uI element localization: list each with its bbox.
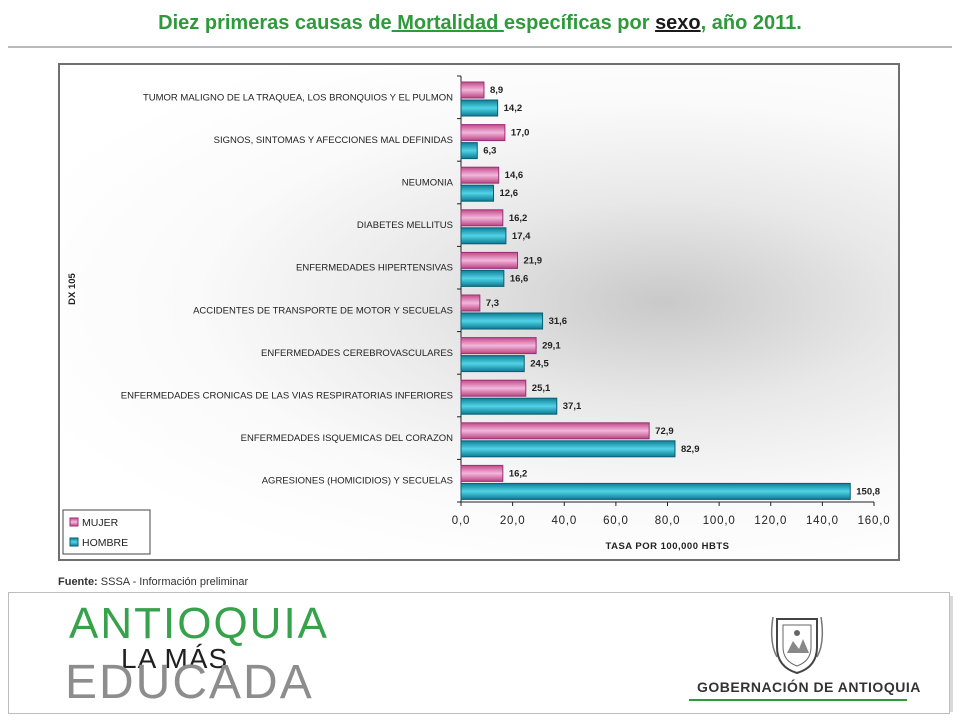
gobernacion-underline bbox=[689, 699, 907, 701]
data-label: 16,2 bbox=[509, 468, 528, 479]
logo-educada: EDUCADA bbox=[65, 656, 314, 709]
data-label: 24,5 bbox=[530, 359, 549, 370]
x-tick-label: 140,0 bbox=[806, 515, 839, 527]
category-label: DIABETES MELLITUS bbox=[357, 220, 453, 231]
x-tick-label: 60,0 bbox=[603, 515, 629, 527]
x-tick-label: 0,0 bbox=[452, 515, 470, 527]
data-label: 72,9 bbox=[655, 426, 674, 437]
bar-mujer bbox=[460, 422, 650, 440]
title-part-4: sexo bbox=[655, 12, 701, 34]
data-label: 150,8 bbox=[856, 486, 880, 497]
category-label: ENFERMEDADES CRONICAS DE LAS VIAS RESPIR… bbox=[121, 391, 453, 402]
category-label: ENFERMEDADES HIPERTENSIVAS bbox=[296, 263, 453, 274]
data-label: 16,6 bbox=[510, 273, 529, 284]
title-divider bbox=[8, 46, 952, 48]
category-label: SIGNOS, SINTOMAS Y AFECCIONES MAL DEFINI… bbox=[214, 135, 453, 146]
bar-hombre bbox=[460, 355, 525, 373]
footer-banner: ANTIOQUIA LA MÁS EDUCADA GOBERNACIÓN DE … bbox=[8, 592, 953, 714]
data-label: 37,1 bbox=[563, 401, 582, 412]
category-label: NEUMONIA bbox=[402, 178, 454, 189]
bar-hombre bbox=[460, 142, 478, 160]
data-label: 25,1 bbox=[532, 383, 551, 394]
logo-antioquia: ANTIOQUIA bbox=[69, 599, 330, 648]
source-label: Fuente: bbox=[58, 576, 98, 588]
x-tick-label: 120,0 bbox=[754, 515, 787, 527]
bar-hombre bbox=[460, 397, 558, 415]
x-tick-label: 80,0 bbox=[655, 515, 681, 527]
data-label: 17,4 bbox=[512, 231, 531, 242]
x-tick-label: 100,0 bbox=[703, 515, 736, 527]
bar-mujer bbox=[460, 379, 527, 397]
data-label: 21,9 bbox=[524, 255, 543, 266]
coat-of-arms-icon bbox=[770, 616, 824, 675]
data-label: 8,9 bbox=[490, 85, 503, 96]
gobernacion-name: GOBERNACIÓN DE ANTIOQUIA bbox=[697, 679, 921, 695]
x-tick-label: 160,0 bbox=[858, 515, 891, 527]
bar-hombre bbox=[460, 269, 505, 287]
category-label: ENFERMEDADES ISQUEMICAS DEL CORAZON bbox=[241, 433, 454, 444]
bar-hombre bbox=[460, 312, 544, 330]
chart-frame bbox=[58, 63, 900, 561]
bar-hombre bbox=[460, 440, 676, 458]
category-label: AGRESIONES (HOMICIDIOS) Y SECUELAS bbox=[262, 476, 453, 487]
category-label: TUMOR MALIGNO DE LA TRAQUEA, LOS BRONQUI… bbox=[143, 92, 453, 103]
data-label: 7,3 bbox=[486, 298, 499, 309]
bar-mujer bbox=[460, 337, 537, 355]
title-part-1: Diez primeras causas de bbox=[158, 12, 392, 34]
legend-swatch-mujer bbox=[69, 517, 79, 527]
title-part-2: Mortalidad bbox=[391, 12, 504, 34]
data-label: 16,2 bbox=[509, 213, 528, 224]
data-label: 82,9 bbox=[681, 444, 700, 455]
legend-swatch-hombre bbox=[69, 537, 79, 547]
source-text: SSSA - Información preliminar bbox=[97, 576, 249, 588]
bar-mujer bbox=[460, 81, 485, 99]
data-label: 29,1 bbox=[542, 341, 561, 352]
legend-box bbox=[62, 509, 151, 555]
legend-label: MUJER bbox=[82, 517, 119, 529]
bar-mujer bbox=[460, 124, 506, 142]
mortality-bar-chart: TUMOR MALIGNO DE LA TRAQUEA, LOS BRONQUI… bbox=[62, 75, 891, 555]
bar-mujer bbox=[460, 251, 519, 269]
category-label: ENFERMEDADES CEREBROVASCULARES bbox=[261, 348, 453, 359]
data-label: 17,0 bbox=[511, 128, 529, 139]
bar-hombre bbox=[460, 184, 495, 202]
bar-hombre bbox=[460, 99, 499, 117]
legend-label: HOMBRE bbox=[82, 537, 128, 549]
data-label: 31,6 bbox=[549, 316, 568, 327]
title-part-3: específicas por bbox=[503, 12, 656, 34]
data-label: 14,6 bbox=[505, 170, 524, 181]
y-axis-title: DX 105 bbox=[67, 272, 78, 304]
bar-mujer bbox=[460, 166, 500, 184]
bar-hombre bbox=[460, 482, 851, 500]
data-label: 14,2 bbox=[504, 103, 523, 114]
x-tick-label: 20,0 bbox=[500, 515, 526, 527]
bar-mujer bbox=[460, 294, 481, 312]
bar-mujer bbox=[460, 464, 504, 482]
title-part-5: , año 2011. bbox=[700, 12, 802, 34]
data-label: 12,6 bbox=[500, 188, 519, 199]
source-note: Fuente: SSSA - Información preliminar bbox=[58, 576, 248, 588]
x-axis-title: TASA POR 100,000 HBTS bbox=[605, 541, 729, 552]
x-tick-label: 40,0 bbox=[551, 515, 577, 527]
bar-hombre bbox=[460, 227, 507, 245]
logo-la-mas: LA MÁS bbox=[121, 643, 229, 674]
bar-mujer bbox=[460, 209, 504, 227]
page-title: Diez primeras causas de Mortalidad espec… bbox=[0, 12, 960, 35]
data-label: 6,3 bbox=[483, 146, 496, 157]
category-label: ACCIDENTES DE TRANSPORTE DE MOTOR Y SECU… bbox=[193, 305, 453, 316]
